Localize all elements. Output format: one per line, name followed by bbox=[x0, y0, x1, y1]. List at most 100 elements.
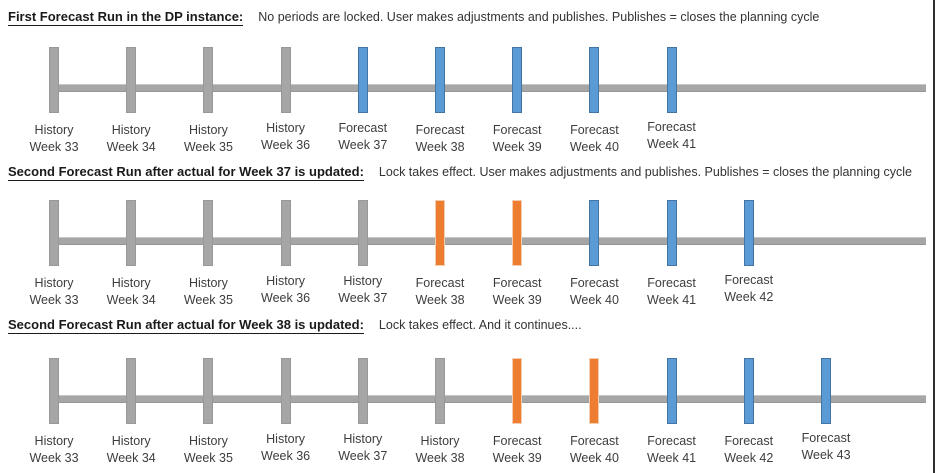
tick-label: History Week 37 bbox=[324, 431, 402, 464]
timeline-tick-history-week-37: History Week 37 bbox=[324, 200, 402, 308]
tick-label: Forecast Week 39 bbox=[478, 122, 556, 155]
history-tick-bar bbox=[126, 47, 137, 113]
forecast-tick-bar bbox=[589, 47, 600, 113]
section-1-heading-row: First Forecast Run in the DP instance: No… bbox=[8, 8, 819, 26]
timeline-axis-line bbox=[49, 84, 926, 92]
tick-label-type: History bbox=[188, 276, 228, 290]
tick-label: Forecast Week 42 bbox=[710, 272, 788, 305]
tick-label-type: History bbox=[188, 434, 228, 448]
forecast-tick-bar bbox=[743, 358, 754, 424]
tick-label-type: Forecast bbox=[570, 276, 619, 290]
tick-label-week: Week 42 bbox=[724, 289, 774, 304]
timeline-tick-history-week-33: History Week 33 bbox=[15, 200, 93, 308]
tick-label: History Week 34 bbox=[92, 433, 170, 466]
tick-label-week: Week 38 bbox=[415, 139, 465, 154]
tick-label-type: History bbox=[266, 274, 306, 288]
tick-label-type: Forecast bbox=[492, 276, 542, 290]
tick-label-type: Forecast bbox=[338, 121, 388, 135]
tick-label-week: Week 40 bbox=[569, 450, 619, 465]
tick-label-type: Forecast bbox=[415, 123, 465, 137]
tick-label-type: Forecast bbox=[647, 276, 696, 290]
tick-label-type: Forecast bbox=[647, 434, 696, 448]
history-tick-bar bbox=[203, 358, 214, 424]
tick-label-week: Week 40 bbox=[569, 292, 619, 307]
forecast-tick-bar bbox=[357, 47, 368, 113]
timeline-tick-forecast-week-37: Forecast Week 37 bbox=[324, 47, 402, 155]
forecast-tick-bar bbox=[589, 358, 600, 424]
screenshot-right-edge-line bbox=[933, 0, 935, 473]
tick-label: Forecast Week 41 bbox=[633, 119, 711, 152]
tick-label-type: History bbox=[111, 276, 151, 290]
tick-label: History Week 36 bbox=[247, 120, 325, 153]
history-tick-bar bbox=[49, 47, 59, 113]
timeline-tick-forecast-week-39: Forecast Week 39 bbox=[478, 358, 556, 466]
timeline-tick-forecast-week-42: Forecast Week 42 bbox=[710, 358, 788, 466]
tick-label-week: Week 34 bbox=[106, 292, 156, 307]
timeline-tick-history-week-34: History Week 34 bbox=[92, 47, 170, 155]
section-3-heading: Second Forecast Run after actual for Wee… bbox=[8, 317, 364, 334]
timeline-tick-forecast-week-42: Forecast Week 42 bbox=[710, 200, 788, 308]
tick-label-week: Week 38 bbox=[415, 450, 465, 465]
forecast-tick-bar bbox=[512, 47, 523, 113]
tick-label-week: Week 33 bbox=[29, 292, 79, 307]
tick-label-type: Forecast bbox=[724, 434, 774, 448]
tick-label: History Week 35 bbox=[169, 122, 247, 155]
forecast-tick-bar bbox=[435, 200, 445, 266]
forecast-tick-bar bbox=[666, 358, 677, 424]
tick-label-type: Forecast bbox=[492, 434, 542, 448]
tick-label-week: Week 39 bbox=[492, 450, 542, 465]
tick-label-week: Week 35 bbox=[183, 139, 233, 154]
timeline-tick-history-week-33: History Week 33 bbox=[15, 358, 93, 466]
tick-label: History Week 38 bbox=[401, 433, 479, 466]
tick-label-week: Week 34 bbox=[106, 139, 156, 154]
tick-label-week: Week 36 bbox=[261, 137, 311, 152]
tick-label-week: Week 42 bbox=[724, 450, 774, 465]
timeline-second-forecast-run-week37: History Week 33 History Week 34 History Week … bbox=[0, 200, 936, 312]
timeline-tick-history-week-38: History Week 38 bbox=[401, 358, 479, 466]
tick-label-type: History bbox=[188, 123, 228, 137]
timeline-tick-history-week-34: History Week 34 bbox=[92, 200, 170, 308]
timeline-tick-forecast-week-43: Forecast Week 43 bbox=[787, 358, 865, 466]
section-2-description: Lock takes effect. User makes adjustment… bbox=[378, 165, 912, 179]
tick-label-type: History bbox=[266, 121, 306, 135]
section-1-heading: First Forecast Run in the DP instance: bbox=[8, 9, 244, 26]
tick-label-type: History bbox=[266, 432, 306, 446]
tick-label-week: Week 41 bbox=[647, 450, 697, 465]
tick-label: History Week 33 bbox=[15, 122, 93, 155]
timeline-tick-forecast-week-39: Forecast Week 39 bbox=[478, 47, 556, 155]
timeline-tick-history-week-33: History Week 33 bbox=[15, 47, 93, 155]
history-tick-bar bbox=[126, 358, 137, 424]
tick-label-type: History bbox=[343, 432, 383, 446]
tick-label-week: Week 35 bbox=[183, 450, 233, 465]
tick-label: Forecast Week 41 bbox=[633, 433, 711, 466]
tick-label: History Week 33 bbox=[15, 433, 93, 466]
tick-label-week: Week 36 bbox=[261, 290, 311, 305]
history-tick-bar bbox=[357, 358, 368, 424]
tick-label-type: Forecast bbox=[570, 123, 619, 137]
forecast-tick-bar bbox=[435, 47, 445, 113]
timeline-axis-line bbox=[49, 395, 926, 403]
section-2-heading: Second Forecast Run after actual for Wee… bbox=[8, 164, 364, 181]
forecast-tick-bar bbox=[821, 358, 831, 424]
timeline-tick-history-week-36: History Week 36 bbox=[247, 358, 325, 466]
history-tick-bar bbox=[49, 358, 59, 424]
timeline-tick-history-week-34: History Week 34 bbox=[92, 358, 170, 466]
forecast-tick-bar bbox=[666, 47, 677, 113]
timeline-tick-forecast-week-38: Forecast Week 38 bbox=[401, 200, 479, 308]
timeline-first-forecast-run: History Week 33 History Week 34 History Week … bbox=[0, 47, 936, 159]
section-3-description: Lock takes effect. And it continues.... bbox=[378, 318, 582, 332]
tick-label-week: Week 37 bbox=[338, 137, 388, 152]
tick-label-week: Week 39 bbox=[492, 139, 542, 154]
tick-label-week: Week 41 bbox=[647, 292, 697, 307]
history-tick-bar bbox=[203, 47, 214, 113]
tick-label-type: History bbox=[111, 434, 151, 448]
tick-label: Forecast Week 42 bbox=[710, 433, 788, 466]
timeline-tick-forecast-week-41: Forecast Week 41 bbox=[633, 358, 711, 466]
tick-label-type: History bbox=[111, 123, 151, 137]
history-tick-bar bbox=[280, 358, 291, 424]
tick-label-week: Week 33 bbox=[29, 139, 79, 154]
timeline-tick-forecast-week-40: Forecast Week 40 bbox=[555, 358, 633, 466]
tick-label: History Week 36 bbox=[247, 273, 325, 306]
timeline-axis-line bbox=[49, 237, 926, 245]
